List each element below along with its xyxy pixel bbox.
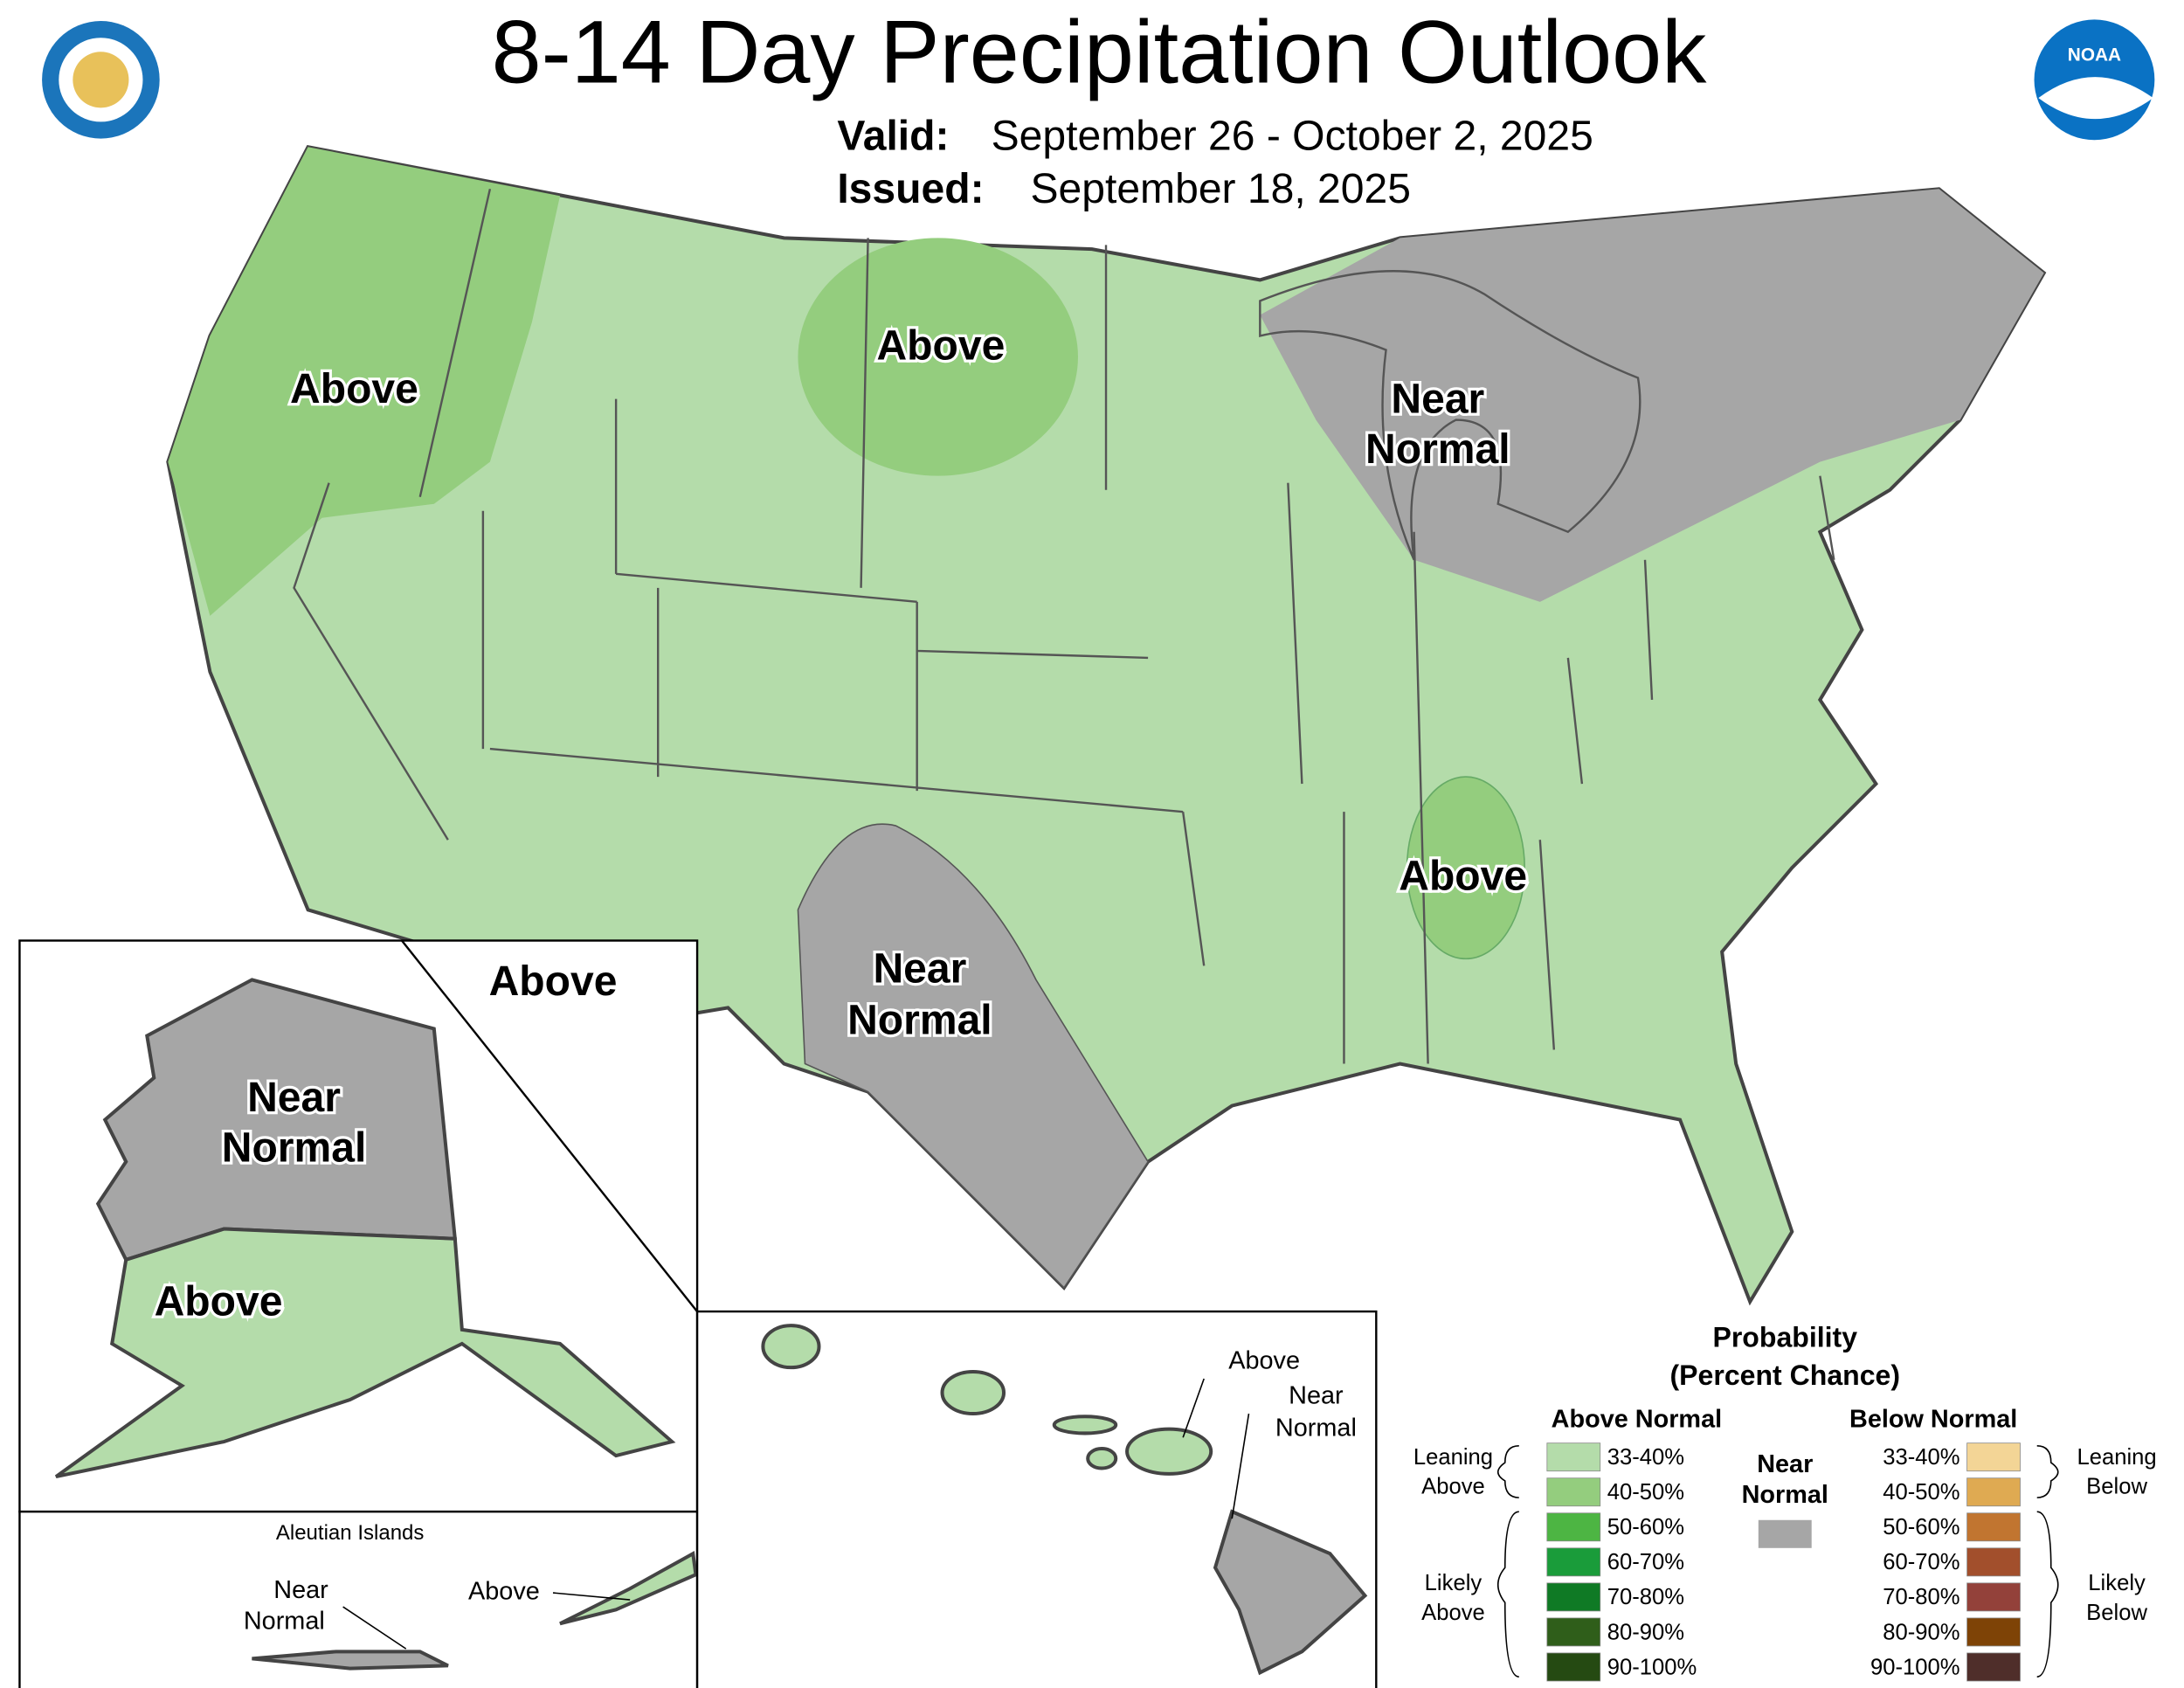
range-label: 40-50% (1607, 1480, 1684, 1505)
swatch (1966, 1547, 2021, 1577)
region-label: Above (155, 1278, 283, 1325)
near-label: Normal (1742, 1481, 1828, 1509)
swatch (1966, 1652, 2021, 1682)
region-label: Normal (1365, 425, 1510, 473)
range-label: 60-70% (1607, 1550, 1684, 1574)
range-label: 80-90% (1883, 1620, 1959, 1644)
swatch (1966, 1617, 2021, 1647)
range-label: 90-100% (1870, 1655, 1960, 1679)
legend-title: Probability (1712, 1322, 1857, 1353)
range-label: 90-100% (1607, 1655, 1697, 1679)
issued-label: Issued: (837, 165, 984, 212)
region-label: Above (290, 365, 418, 412)
inset-label: Near (273, 1576, 328, 1604)
aleutian-title: Aleutian Islands (276, 1521, 425, 1545)
swatch (1546, 1617, 1601, 1647)
swatch (1546, 1547, 1601, 1577)
range-label: 80-90% (1607, 1620, 1684, 1644)
bracket-label: Above (1421, 1601, 1485, 1625)
inset-label: Near (1289, 1381, 1344, 1409)
region-label: Above (489, 958, 618, 1005)
swatch (1966, 1442, 2021, 1472)
noaa-logo: NOAA (2034, 19, 2155, 141)
region-label: Near (1391, 375, 1484, 422)
valid-label: Valid: (837, 112, 949, 159)
near-swatch (1758, 1519, 1812, 1548)
inset-label: Above (468, 1578, 540, 1606)
hawaii-inset (342, 1310, 1378, 1688)
bracket (1496, 1445, 2059, 1678)
range-label: 70-80% (1883, 1585, 1959, 1609)
commerce-logo (42, 21, 160, 139)
bracket-label: Leaning (1413, 1445, 1493, 1470)
bracket-label: Leaning (2077, 1445, 2156, 1470)
region-label: Normal (222, 1124, 367, 1172)
inset-label: Normal (244, 1607, 325, 1635)
region-label: Near (873, 944, 966, 992)
region-label: Above (876, 322, 1005, 370)
bracket-label: Below (2086, 1475, 2147, 1499)
range-label: 33-40% (1607, 1445, 1684, 1470)
near-label: Near (1757, 1450, 1813, 1478)
valid-dates: September 26 - October 2, 2025 (992, 112, 1593, 159)
noaa-text: NOAA (2068, 45, 2121, 66)
swatch (1966, 1512, 2021, 1542)
swatch (1966, 1477, 2021, 1507)
title: 8-14 Day Precipitation Outlook (492, 1, 1708, 101)
range-label: 50-60% (1883, 1515, 1959, 1539)
above-header: Above Normal (1552, 1406, 1722, 1434)
bracket-label: Below (2086, 1601, 2147, 1625)
region-label: Normal (847, 997, 992, 1044)
alaska-inset (18, 939, 699, 1688)
swatch (1546, 1652, 1601, 1682)
swatch (1546, 1477, 1601, 1507)
bracket-label: Likely (2088, 1571, 2146, 1595)
inset-label: Normal (1275, 1414, 1357, 1442)
swatch (1966, 1582, 2021, 1612)
legend: Probability (Percent Chance) Above Norma… (1413, 1322, 2157, 1682)
range-label: 70-80% (1607, 1585, 1684, 1609)
region-label: Near (247, 1074, 341, 1121)
issued-date: September 18, 2025 (1030, 165, 1410, 212)
inset-label: Above (1228, 1346, 1300, 1374)
below-header: Below Normal (1849, 1406, 2017, 1434)
swatch (1546, 1442, 1601, 1472)
range-label: 40-50% (1883, 1480, 1959, 1505)
bracket-label: Above (1421, 1475, 1485, 1499)
range-label: 50-60% (1607, 1515, 1684, 1539)
range-label: 60-70% (1883, 1550, 1959, 1574)
range-label: 33-40% (1883, 1445, 1959, 1470)
bracket-label: Likely (1425, 1571, 1482, 1595)
region-label: Above (1399, 853, 1527, 900)
swatch (1546, 1512, 1601, 1542)
swatch (1546, 1582, 1601, 1612)
legend-title: (Percent Chance) (1670, 1359, 1901, 1391)
